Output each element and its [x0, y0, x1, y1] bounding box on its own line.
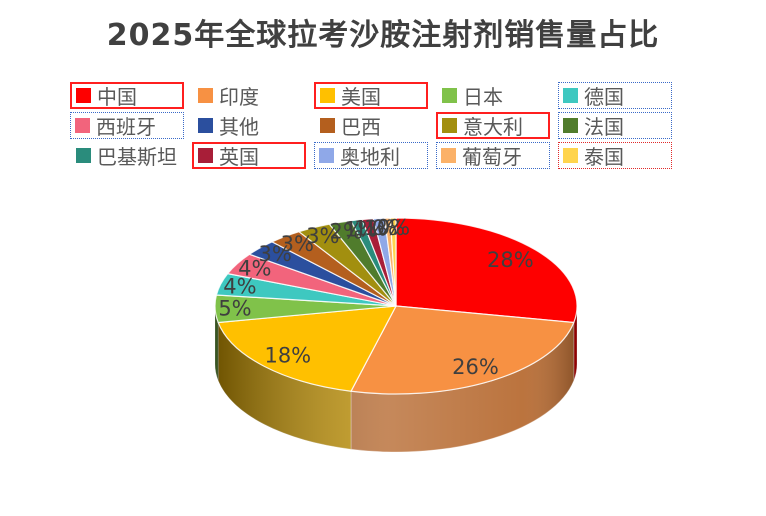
legend-label: 葡萄牙 [462, 144, 522, 169]
legend-item-3[interactable]: 日本 [436, 82, 550, 109]
legend-label: 巴基斯坦 [97, 144, 177, 169]
legend-item-2[interactable]: 美国 [314, 81, 428, 109]
pie-slice-label-12: 1% [364, 216, 397, 240]
legend-swatch-icon [76, 147, 91, 163]
legend-item-5[interactable]: 西班牙 [70, 111, 184, 139]
legend-item-6[interactable]: 其他 [192, 112, 306, 139]
legend-label: 法国 [584, 114, 624, 139]
pie-slice-label-14: 0% [377, 216, 410, 240]
legend-label: 奥地利 [340, 144, 400, 169]
legend-label: 美国 [341, 84, 381, 109]
legend-swatch-icon [75, 117, 90, 133]
legend-swatch-icon [320, 117, 335, 133]
pie-slice-label-13: 0% [372, 216, 405, 240]
legend-swatch-icon [319, 147, 334, 163]
legend-swatch-icon [198, 87, 213, 103]
pie-slice-14[interactable] [389, 217, 397, 307]
legend-item-13[interactable]: 葡萄牙 [436, 141, 550, 169]
pie-slice-1[interactable] [350, 305, 575, 395]
legend-label: 意大利 [463, 114, 523, 139]
pie-slice-label-11: 1% [354, 217, 387, 241]
pie-slice-label-6: 3% [259, 242, 292, 266]
legend-swatch-icon [441, 147, 456, 163]
legend-item-10[interactable]: 巴基斯坦 [70, 142, 184, 169]
legend-swatch-icon [442, 117, 457, 133]
pie-slice-label-8: 3% [306, 224, 339, 248]
legend-swatch-icon [563, 147, 578, 163]
chart-title: 2025年全球拉考沙胺注射剂销售量占比 [106, 18, 660, 53]
legend-item-7[interactable]: 巴西 [314, 112, 428, 139]
legend-item-8[interactable]: 意大利 [436, 111, 550, 139]
pie-slice-label-7: 3% [281, 232, 314, 256]
pie-slice-0[interactable] [395, 217, 578, 324]
legend-item-9[interactable]: 法国 [558, 111, 672, 139]
pie-slice-label-4: 4% [223, 275, 256, 299]
legend-label: 巴西 [341, 114, 381, 139]
legend-label: 英国 [219, 144, 259, 169]
legend-label: 日本 [463, 84, 503, 109]
legend-label: 泰国 [584, 144, 624, 169]
legend-swatch-icon [320, 87, 335, 103]
legend-item-14[interactable]: 泰国 [558, 141, 672, 169]
pie-slice-label-0: 28% [487, 248, 534, 272]
legend-swatch-icon [198, 117, 213, 133]
legend: 中国 印度 美国 日本 德国西班牙 其他 巴西 意大利 法国巴基斯坦 英国 奥地利 葡萄牙 泰国 [70, 80, 680, 170]
legend-swatch-icon [198, 147, 213, 163]
legend-label: 西班牙 [96, 114, 156, 139]
legend-swatch-icon [442, 87, 457, 103]
legend-label: 其他 [219, 114, 259, 139]
pie-slice-label-3: 5% [218, 296, 251, 320]
pie-slice-label-2: 18% [264, 343, 311, 367]
legend-item-11[interactable]: 英国 [192, 141, 306, 169]
pie-slice-2[interactable] [217, 305, 397, 392]
legend-swatch-icon [76, 87, 91, 103]
legend-item-12[interactable]: 奥地利 [314, 141, 428, 169]
legend-item-4[interactable]: 德国 [558, 81, 672, 109]
pie-slice-label-5: 4% [238, 256, 271, 280]
legend-item-1[interactable]: 印度 [192, 82, 306, 109]
legend-swatch-icon [563, 87, 578, 103]
legend-label: 中国 [97, 84, 137, 109]
pie-side-shading [215, 306, 577, 452]
legend-swatch-icon [563, 117, 578, 133]
pie-slice-label-1: 26% [452, 355, 499, 379]
legend-label: 德国 [584, 84, 624, 109]
pie-slice-label-9: 2% [330, 220, 363, 244]
legend-label: 印度 [219, 84, 259, 109]
pie-slice-label-10: 1% [344, 218, 377, 242]
legend-item-0[interactable]: 中国 [70, 81, 184, 109]
